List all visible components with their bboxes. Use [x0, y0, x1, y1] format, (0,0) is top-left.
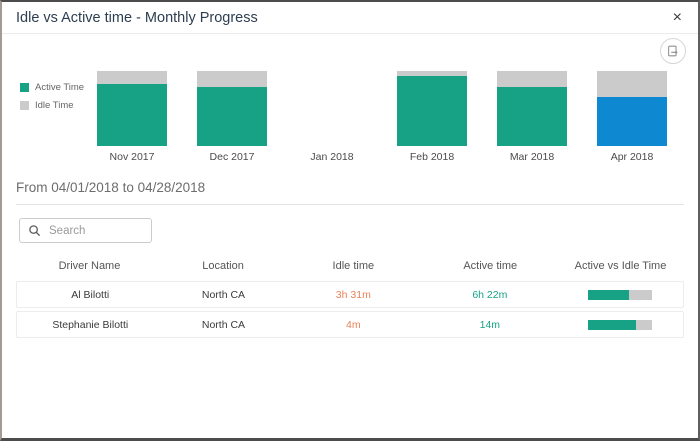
- monthly-progress-chart: Active Time Idle Time Nov 2017 Dec 2017 Ja…: [2, 34, 698, 167]
- active-time-swatch: [20, 83, 29, 92]
- chart-column-apr-2018[interactable]: Apr 2018: [597, 71, 667, 163]
- month-label: Apr 2018: [610, 151, 654, 163]
- idle-bar-segment[interactable]: [97, 71, 167, 84]
- close-icon[interactable]: ×: [672, 8, 682, 26]
- idle-bar-segment[interactable]: [497, 71, 567, 87]
- location-cell: North CA: [201, 288, 246, 301]
- month-label: Dec 2017: [209, 151, 255, 163]
- stacked-bar[interactable]: [597, 71, 667, 146]
- legend-label: Idle Time: [35, 100, 74, 111]
- stacked-bar[interactable]: [97, 71, 167, 146]
- stacked-bar[interactable]: [297, 71, 367, 146]
- active-vs-idle-cell: [556, 319, 683, 330]
- chart-column-feb-2018[interactable]: Feb 2018: [397, 71, 467, 163]
- export-report-button[interactable]: [660, 38, 686, 64]
- active-bar-segment-selected[interactable]: [597, 96, 667, 146]
- active-bar-segment[interactable]: [497, 86, 567, 146]
- search-icon: [28, 224, 41, 237]
- month-label: Nov 2017: [109, 151, 155, 163]
- idle-time-swatch: [20, 101, 29, 110]
- month-label: Mar 2018: [509, 151, 555, 163]
- stacked-bar[interactable]: [197, 71, 267, 146]
- idle-bar-segment[interactable]: [597, 71, 667, 97]
- active-time-cell: 14m: [479, 318, 501, 331]
- idle-time-cell: 3h 31m: [335, 288, 371, 301]
- chart-column-nov-2017[interactable]: Nov 2017: [97, 71, 167, 163]
- table-body: Al Bilotti North CA 3h 31m 6h 22m Stephanie …: [16, 281, 684, 338]
- dialog-titlebar: Idle vs Active time - Monthly Progress ×: [2, 2, 698, 34]
- location-cell: North CA: [201, 318, 246, 331]
- idle-bar-segment[interactable]: [197, 71, 267, 87]
- month-label: Feb 2018: [409, 151, 455, 163]
- search-box[interactable]: [19, 218, 152, 243]
- active-vs-idle-progress-bar: [587, 289, 652, 300]
- search-input[interactable]: [47, 223, 143, 238]
- idle-time-cell: 4m: [346, 318, 361, 331]
- active-time-cell: 6h 22m: [472, 288, 508, 301]
- chart-column-mar-2018[interactable]: Mar 2018: [497, 71, 567, 163]
- active-vs-idle-cell: [556, 289, 683, 300]
- header-location: Location: [202, 260, 244, 272]
- header-active-vs-idle: Active vs Idle Time: [574, 260, 667, 272]
- stacked-bar[interactable]: [397, 71, 467, 146]
- export-report-icon: [666, 44, 680, 58]
- idle-bar-segment[interactable]: [397, 71, 467, 77]
- chart-columns: Nov 2017 Dec 2017 Jan 2018 Feb 2018 Mar 2018…: [97, 71, 667, 163]
- table-row[interactable]: Stephanie Bilotti North CA 4m 14m: [16, 311, 684, 338]
- active-vs-idle-progress-bar: [587, 319, 652, 330]
- driver-name-cell: Stephanie Bilotti: [52, 318, 129, 331]
- dialog-title: Idle vs Active time - Monthly Progress: [16, 9, 258, 26]
- active-bar-segment[interactable]: [197, 86, 267, 146]
- active-bar-segment[interactable]: [397, 76, 467, 146]
- drivers-table: Driver Name Location Idle time Active ti…: [16, 251, 684, 338]
- legend-item-idle[interactable]: Idle Time: [20, 100, 84, 111]
- table-row[interactable]: Al Bilotti North CA 3h 31m 6h 22m: [16, 281, 684, 308]
- stacked-bar[interactable]: [497, 71, 567, 146]
- legend-item-active[interactable]: Active Time: [20, 82, 84, 93]
- header-driver-name: Driver Name: [58, 260, 121, 272]
- month-label: Jan 2018: [310, 151, 354, 163]
- active-bar-segment[interactable]: [97, 83, 167, 146]
- header-active-time: Active time: [463, 260, 518, 272]
- header-idle-time: Idle time: [332, 260, 375, 272]
- legend-label: Active Time: [35, 82, 85, 93]
- chart-column-dec-2017[interactable]: Dec 2017: [197, 71, 267, 163]
- chart-column-jan-2018[interactable]: Jan 2018: [297, 71, 367, 163]
- table-header-row: Driver Name Location Idle time Active ti…: [16, 251, 684, 281]
- driver-name-cell: Al Bilotti: [71, 288, 110, 301]
- chart-legend: Active Time Idle Time: [20, 82, 84, 118]
- progress-bar-fill: [587, 289, 629, 300]
- date-range-label: From 04/01/2018 to 04/28/2018: [16, 180, 684, 205]
- progress-bar-fill: [587, 319, 636, 330]
